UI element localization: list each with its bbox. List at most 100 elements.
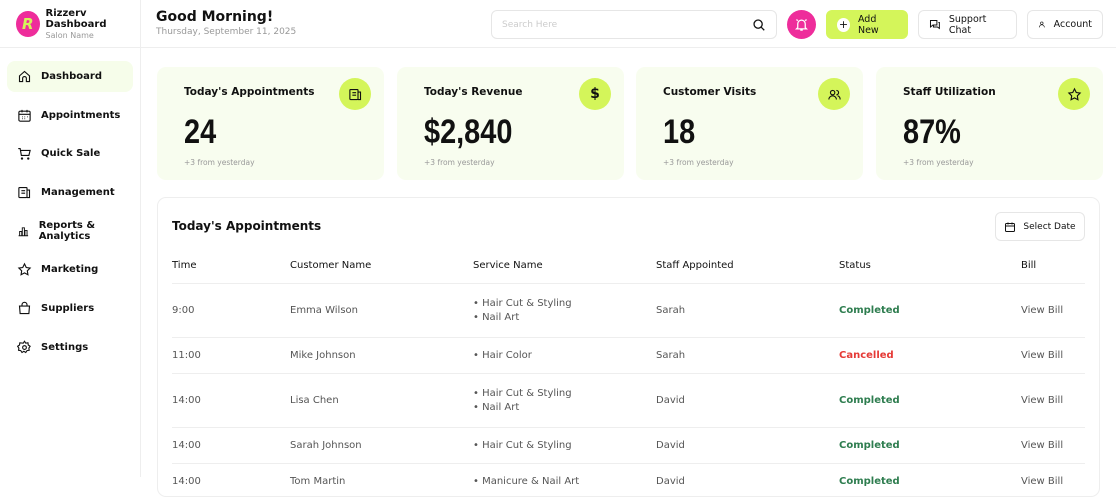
table-row: 14:00 Lisa Chen • Hair Cut & Styling • Na… bbox=[172, 374, 1085, 428]
sidebar-item-label: Settings bbox=[41, 341, 89, 353]
customer-cell: Emma Wilson bbox=[290, 304, 358, 316]
column-header: Status bbox=[839, 259, 871, 271]
column-header: Time bbox=[172, 259, 197, 271]
stat-change: +3 from yesterday bbox=[184, 158, 255, 167]
stat-title: Today's Appointments bbox=[184, 86, 315, 98]
staff-cell: David bbox=[656, 394, 685, 406]
users-icon bbox=[818, 78, 850, 110]
chat-icon bbox=[929, 20, 940, 30]
status-badge: Cancelled bbox=[839, 349, 894, 361]
appointments-panel: Today's Appointments Select Date Time Cus… bbox=[157, 197, 1100, 497]
star-icon bbox=[1058, 78, 1090, 110]
stat-card: Today's Appointments 24 +3 from yesterda… bbox=[157, 67, 384, 180]
service-cell: • Hair Color bbox=[473, 349, 656, 363]
sidebar-item-quick-sale[interactable]: Quick Sale bbox=[7, 138, 133, 169]
current-date: Thursday, September 11, 2025 bbox=[156, 27, 297, 37]
service-cell: • Hair Cut & Styling • Nail Art bbox=[473, 297, 656, 325]
sidebar-nav: Dashboard Appointments Quick Sale Managemen… bbox=[0, 48, 140, 363]
sidebar-item-appointments[interactable]: Appointments bbox=[7, 100, 133, 131]
notification-button[interactable] bbox=[787, 10, 816, 39]
bar-chart-icon bbox=[18, 227, 29, 236]
stat-change: +3 from yesterday bbox=[663, 158, 734, 167]
sidebar-item-reports-analytics[interactable]: Reports & Analytics bbox=[7, 216, 133, 247]
logo: R bbox=[16, 10, 40, 37]
brand: R Rizzerv Dashboard Salon Name bbox=[0, 0, 141, 48]
stat-title: Staff Utilization bbox=[903, 86, 996, 98]
sidebar-item-label: Reports & Analytics bbox=[38, 220, 96, 243]
search-icon[interactable] bbox=[752, 18, 766, 32]
bag-icon bbox=[18, 301, 31, 315]
service-item: • Hair Cut & Styling bbox=[473, 387, 572, 399]
brand-subtitle: Salon Name bbox=[45, 30, 94, 40]
column-header: Staff Appointed bbox=[656, 259, 734, 271]
table-row: 14:00 Sarah Johnson • Hair Cut & Styling… bbox=[172, 428, 1085, 464]
stat-value: 87% bbox=[903, 113, 961, 151]
service-item: • Hair Color bbox=[473, 349, 532, 361]
user-icon bbox=[1038, 21, 1045, 28]
sidebar-item-settings[interactable]: Settings bbox=[7, 332, 133, 363]
support-chat-button[interactable]: Support Chat bbox=[918, 10, 1017, 39]
sidebar-item-label: Suppliers bbox=[41, 303, 95, 315]
view-bill-link[interactable]: View Bill bbox=[1021, 439, 1064, 451]
view-bill-link[interactable]: View Bill bbox=[1021, 304, 1064, 316]
service-item: • Hair Cut & Styling bbox=[473, 439, 572, 451]
cart-icon bbox=[18, 148, 31, 161]
dollar-icon: $ bbox=[579, 78, 611, 110]
page-title: Good Morning! bbox=[156, 9, 274, 25]
plus-icon: + bbox=[837, 17, 850, 32]
sidebar: R Rizzerv Dashboard Salon Name Dashboard… bbox=[0, 0, 141, 477]
status-badge: Completed bbox=[839, 304, 900, 316]
stat-card: Customer Visits 18 +3 from yesterday bbox=[636, 67, 863, 180]
sidebar-item-management[interactable]: Management bbox=[7, 177, 133, 208]
appointments-table: Time Customer Name Service Name Staff Appoi… bbox=[172, 248, 1085, 496]
staff-cell: Sarah bbox=[656, 304, 686, 316]
stat-value: $2,840 bbox=[424, 113, 513, 151]
customer-cell: Mike Johnson bbox=[290, 349, 356, 361]
stat-value: 24 bbox=[184, 113, 217, 151]
sidebar-item-label: Appointments bbox=[41, 109, 121, 121]
customer-cell: Lisa Chen bbox=[290, 394, 339, 406]
time-cell: 11:00 bbox=[172, 349, 201, 361]
search-input[interactable]: Search Here bbox=[491, 10, 777, 39]
stat-change: +3 from yesterday bbox=[424, 158, 495, 167]
stat-title: Customer Visits bbox=[663, 86, 757, 98]
support-chat-label: Support Chat bbox=[948, 13, 987, 36]
brand-title: Rizzerv Dashboard bbox=[45, 7, 107, 30]
column-header: Service Name bbox=[473, 259, 543, 271]
sidebar-item-marketing[interactable]: Marketing bbox=[7, 254, 133, 285]
sidebar-item-label: Marketing bbox=[41, 264, 99, 276]
bell-icon bbox=[794, 19, 809, 31]
sidebar-item-suppliers[interactable]: Suppliers bbox=[7, 293, 133, 324]
view-bill-link[interactable]: View Bill bbox=[1021, 349, 1064, 361]
calendar-icon bbox=[1005, 222, 1016, 232]
staff-cell: David bbox=[656, 439, 685, 451]
header: Good Morning! Thursday, September 11, 20… bbox=[141, 0, 1116, 48]
account-label: Account bbox=[1053, 19, 1092, 30]
status-badge: Completed bbox=[839, 394, 900, 406]
service-cell: • Hair Cut & Styling • Nail Art bbox=[473, 387, 656, 415]
table-header: Time Customer Name Service Name Staff Appoi… bbox=[172, 248, 1085, 284]
sidebar-item-label: Dashboard bbox=[41, 71, 102, 82]
table-row: 11:00 Mike Johnson • Hair Color Sarah Ca… bbox=[172, 338, 1085, 374]
appointments-title: Today's Appointments bbox=[172, 219, 322, 233]
gear-icon bbox=[17, 340, 31, 354]
account-button[interactable]: Account bbox=[1027, 10, 1103, 39]
add-new-button[interactable]: + Add New bbox=[826, 10, 908, 39]
service-cell: • Hair Cut & Styling bbox=[473, 439, 656, 453]
calendar-icon bbox=[18, 109, 31, 122]
column-header: Customer Name bbox=[290, 259, 372, 271]
staff-cell: Sarah bbox=[656, 349, 686, 361]
sidebar-item-label: Quick Sale bbox=[41, 148, 101, 160]
home-icon bbox=[18, 70, 31, 83]
sidebar-item-label: Management bbox=[41, 187, 115, 199]
stat-change: +3 from yesterday bbox=[903, 158, 974, 167]
sidebar-item-dashboard[interactable]: Dashboard bbox=[7, 61, 133, 92]
time-cell: 14:00 bbox=[172, 394, 201, 406]
table-row: 14:00 Tom Martin • Manicure & Nail Art D… bbox=[172, 464, 1085, 496]
view-bill-link[interactable]: View Bill bbox=[1021, 394, 1064, 406]
service-item: • Nail Art bbox=[473, 311, 520, 323]
select-date-button[interactable]: Select Date bbox=[995, 212, 1085, 241]
customer-cell: Sarah Johnson bbox=[290, 439, 362, 451]
status-badge: Completed bbox=[839, 439, 900, 451]
clipboard-icon bbox=[18, 187, 31, 199]
